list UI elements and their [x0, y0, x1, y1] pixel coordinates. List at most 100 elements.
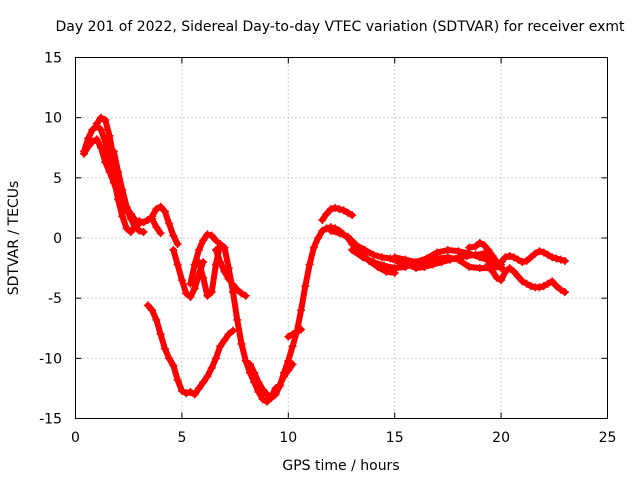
data-point	[492, 273, 501, 282]
data-point	[284, 332, 293, 341]
series-7	[186, 230, 220, 288]
data-point	[535, 283, 544, 292]
x-axis-title: GPS time / hours	[282, 458, 399, 474]
data-point	[207, 231, 216, 240]
data-point	[118, 212, 127, 221]
data-point	[297, 325, 306, 334]
data-point	[224, 330, 233, 339]
data-point	[143, 301, 152, 310]
y-tick-label: 0	[53, 231, 62, 247]
data-point	[156, 330, 165, 339]
data-point	[390, 264, 399, 273]
data-point	[211, 354, 220, 363]
data-point	[156, 202, 165, 211]
data-point	[539, 248, 548, 257]
data-point	[497, 276, 506, 285]
data-point	[488, 252, 497, 261]
data-point	[560, 288, 569, 297]
data-point	[199, 378, 208, 387]
data-point	[207, 288, 216, 297]
data-point	[101, 116, 110, 125]
data-point	[177, 276, 186, 285]
x-tick-label: 5	[177, 430, 186, 446]
data-point	[471, 242, 480, 251]
data-point	[97, 125, 106, 134]
data-point	[369, 258, 378, 267]
x-tick-labels: 0 5 10 15 20 25	[71, 430, 616, 446]
data-point	[358, 253, 367, 262]
data-point	[335, 229, 344, 238]
data-point	[173, 375, 182, 384]
data-point	[186, 279, 195, 288]
series-13	[284, 325, 306, 341]
data-point	[348, 211, 357, 220]
y-axis-title: SDTVAR / TECUs	[6, 181, 22, 296]
data-point	[514, 272, 523, 281]
data-point	[263, 397, 272, 406]
y-tick-label: -15	[39, 412, 62, 428]
data-point	[165, 219, 174, 228]
data-point	[543, 250, 552, 259]
data-point	[237, 289, 246, 298]
data-point	[228, 288, 237, 297]
data-point	[475, 264, 484, 273]
data-point	[552, 282, 561, 291]
data-point	[309, 243, 318, 252]
data-point	[484, 246, 493, 255]
data-point	[292, 327, 301, 336]
data-point	[245, 360, 254, 369]
data-point	[135, 226, 144, 235]
data-point	[156, 229, 165, 238]
plot-area	[80, 113, 569, 406]
data-point	[275, 382, 284, 391]
data-point	[497, 258, 506, 267]
data-point	[84, 142, 93, 151]
y-tick-label: -5	[48, 291, 62, 307]
data-point	[160, 207, 169, 216]
data-point	[152, 315, 161, 324]
data-point	[92, 119, 101, 128]
data-point	[509, 253, 518, 262]
x-tick-label: 15	[386, 430, 404, 446]
data-point	[556, 255, 565, 264]
data-point	[88, 137, 97, 146]
data-point	[135, 219, 144, 228]
data-point	[237, 339, 246, 348]
data-point	[401, 262, 410, 271]
series-6	[169, 246, 208, 301]
data-point	[501, 267, 510, 276]
data-point	[454, 255, 463, 264]
data-point	[80, 149, 89, 158]
data-point	[88, 125, 97, 134]
data-point	[114, 167, 123, 176]
data-point	[109, 147, 118, 156]
series-20	[497, 247, 569, 267]
data-point	[518, 258, 527, 267]
data-point	[501, 253, 510, 262]
data-point	[211, 260, 220, 269]
data-point	[258, 385, 267, 394]
data-point	[552, 254, 561, 263]
y-tick-label: 10	[44, 111, 62, 127]
data-point	[422, 254, 431, 263]
data-point	[531, 249, 540, 258]
data-point	[224, 264, 233, 273]
data-point	[288, 342, 297, 351]
data-point	[484, 260, 493, 269]
data-point	[301, 282, 310, 291]
chart-title: Day 201 of 2022, Sidereal Day-to-day VTE…	[56, 19, 626, 35]
data-point	[182, 289, 191, 298]
data-point	[254, 378, 263, 387]
data-point	[207, 363, 216, 372]
data-point	[465, 262, 474, 271]
data-point	[380, 261, 389, 270]
data-point	[297, 306, 306, 315]
data-point	[284, 356, 293, 365]
data-point	[360, 246, 369, 255]
data-point	[143, 215, 152, 224]
data-point	[475, 253, 484, 262]
data-point	[258, 395, 267, 404]
data-point	[352, 241, 361, 250]
data-point	[173, 260, 182, 269]
